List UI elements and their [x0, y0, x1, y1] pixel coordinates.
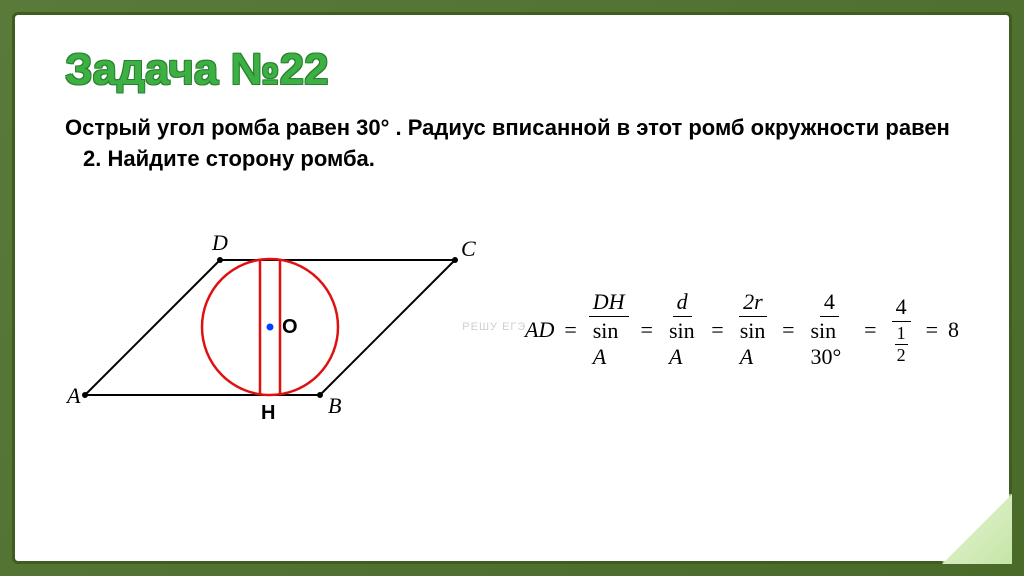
problem-title: Задача №22: [65, 45, 959, 95]
svg-text:C: C: [461, 236, 476, 261]
rhombus-diagram: A B C D O H: [65, 205, 495, 455]
watermark-text: РЕШУ ЕГЭ: [462, 321, 526, 333]
svg-text:D: D: [211, 230, 228, 255]
svg-text:H: H: [261, 402, 275, 424]
slide-body: Задача №22 Острый угол ромба равен 30° .…: [12, 12, 1012, 564]
svg-text:B: B: [328, 393, 341, 418]
slide-frame: Задача №22 Острый угол ромба равен 30° .…: [0, 0, 1024, 576]
solution-formula: AD=DHsin A=dsin A=2rsin A=4sin 30°=412=8: [525, 289, 959, 370]
svg-text:A: A: [65, 383, 81, 408]
problem-statement: Острый угол ромба равен 30° . Радиус впи…: [65, 113, 959, 175]
svg-text:O: O: [282, 316, 298, 338]
